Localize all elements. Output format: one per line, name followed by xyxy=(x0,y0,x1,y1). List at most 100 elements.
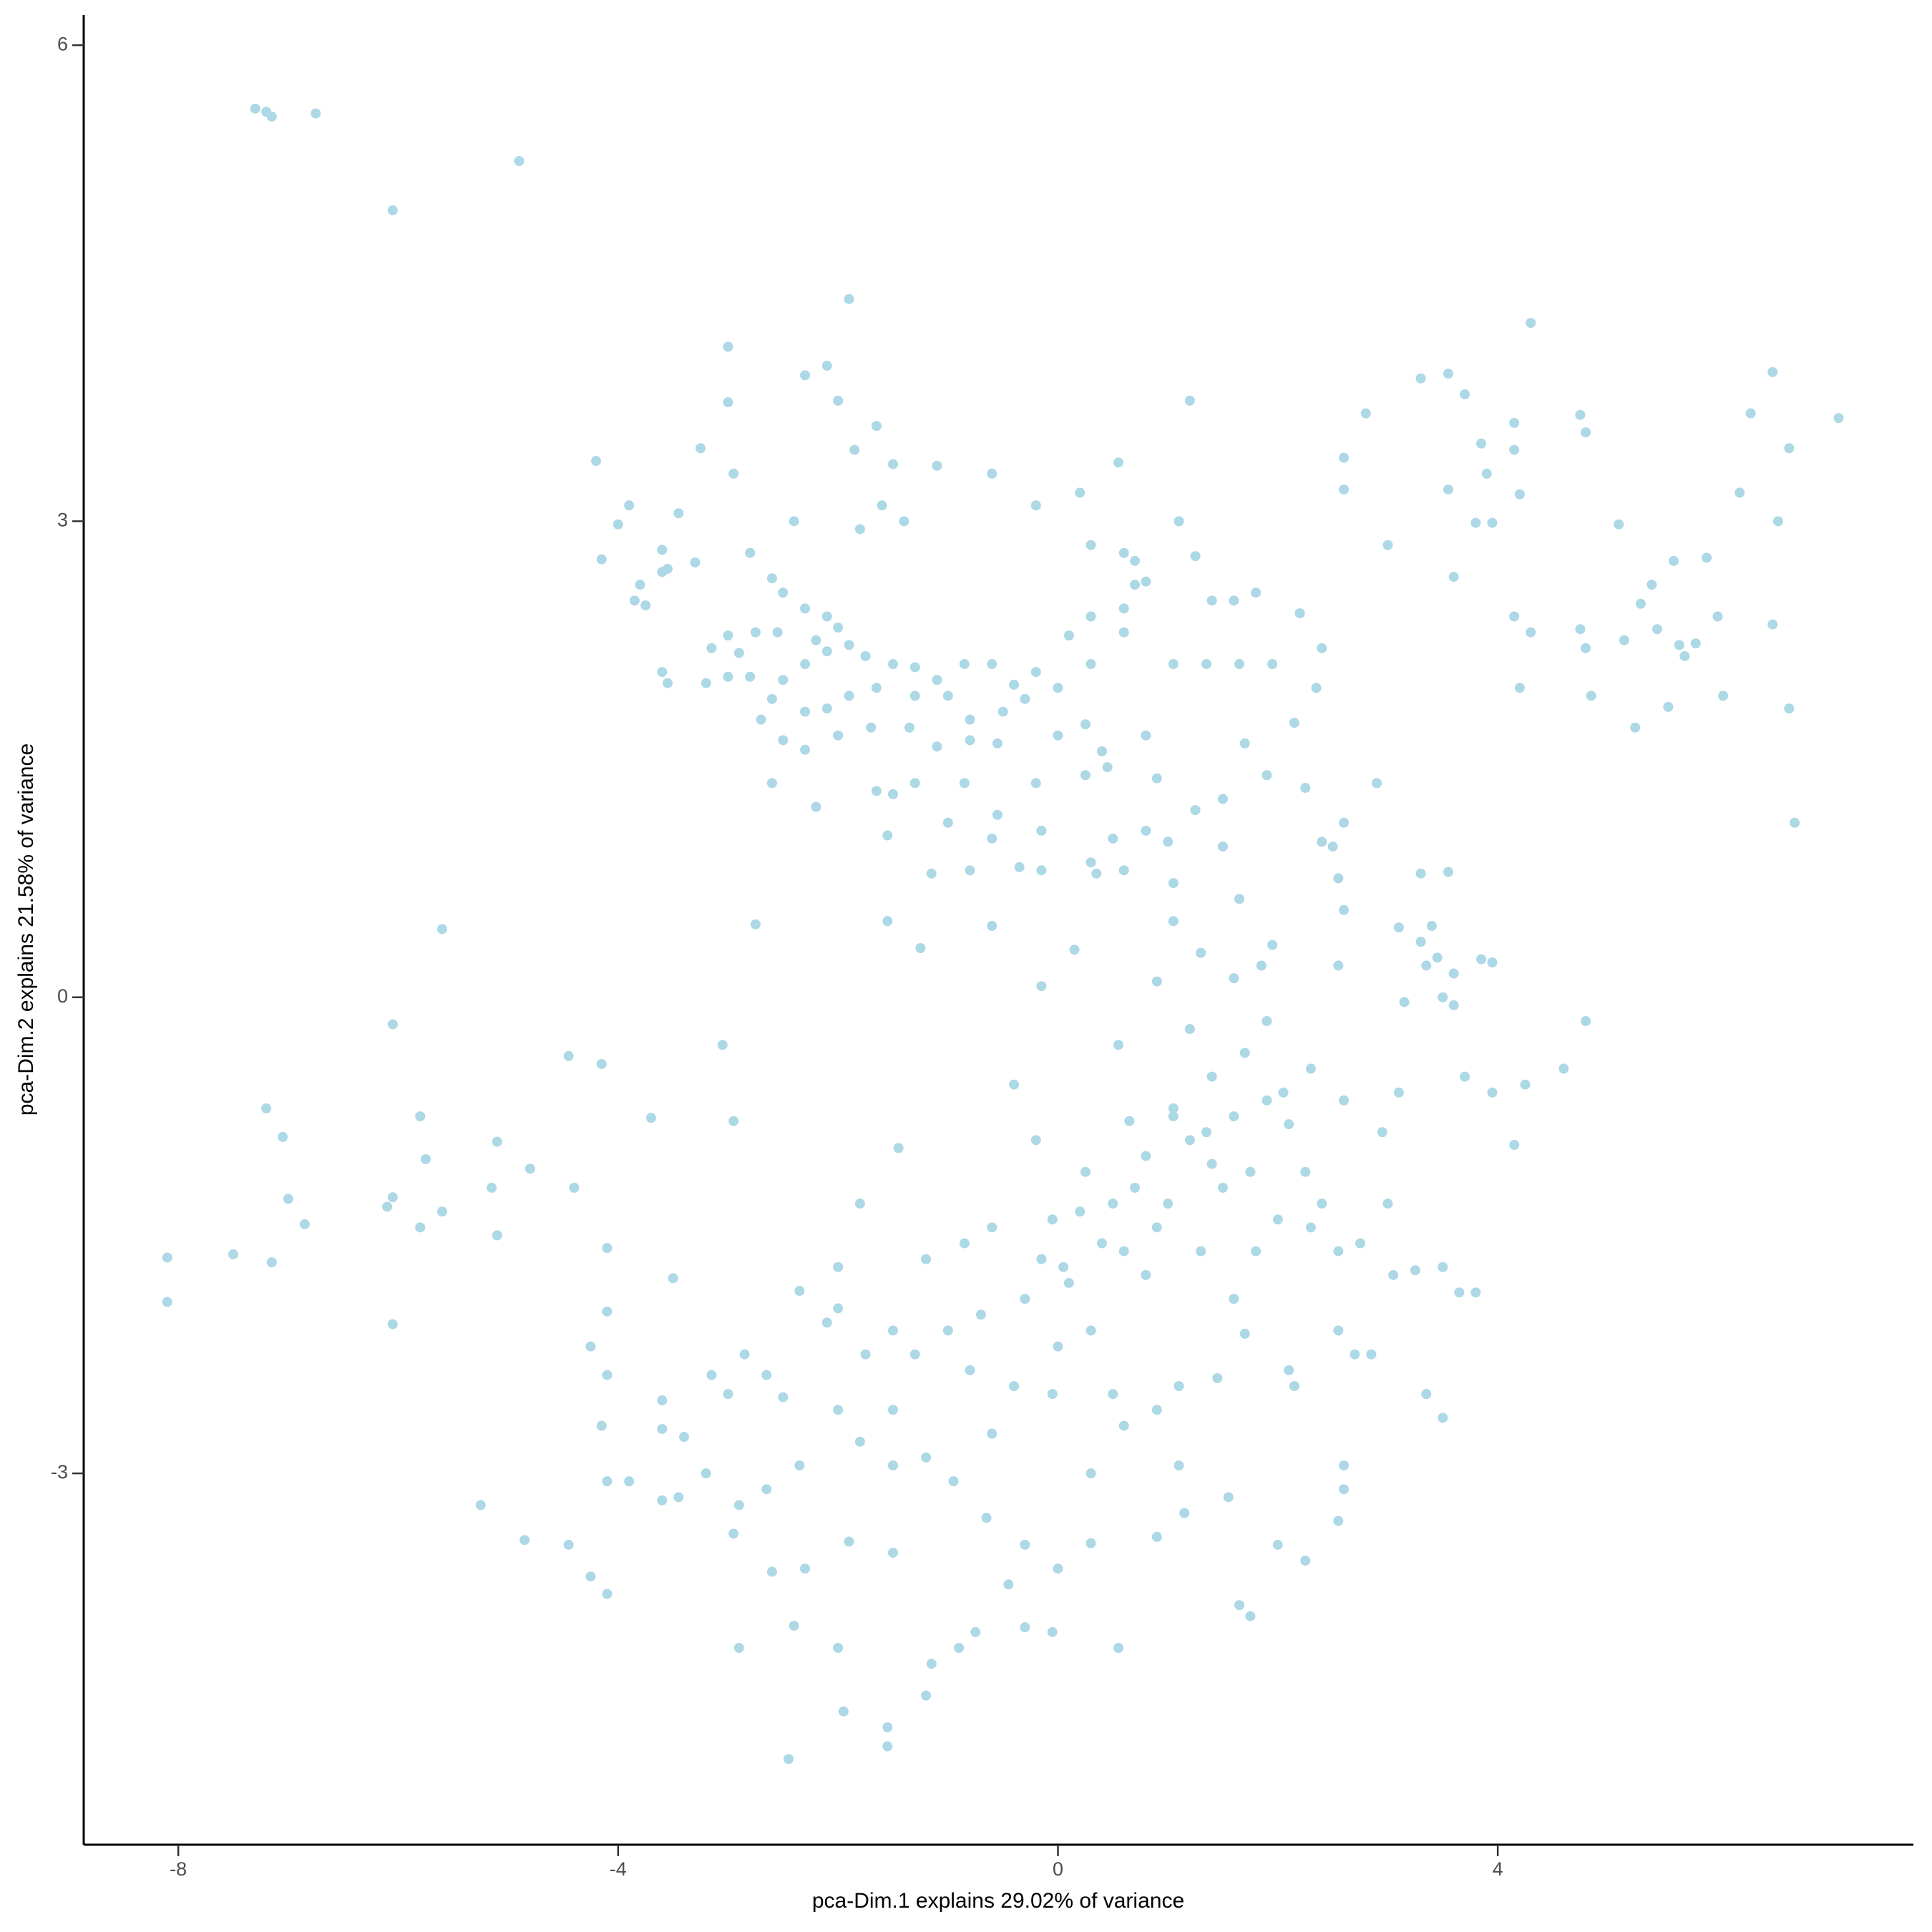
point xyxy=(382,1201,393,1212)
point xyxy=(1009,1381,1020,1392)
point xyxy=(1289,718,1299,728)
point xyxy=(1460,1071,1470,1082)
point xyxy=(1245,1166,1256,1177)
point xyxy=(844,640,854,650)
point xyxy=(1184,395,1195,406)
point xyxy=(1327,841,1338,852)
point xyxy=(970,1626,981,1637)
point xyxy=(871,421,882,431)
point xyxy=(789,1620,799,1631)
point xyxy=(723,630,733,641)
point xyxy=(783,1754,794,1765)
point xyxy=(965,1365,975,1375)
point xyxy=(1784,703,1795,714)
point xyxy=(1141,730,1151,741)
point xyxy=(1514,683,1525,693)
point xyxy=(1460,389,1470,400)
point xyxy=(1333,1325,1344,1336)
point xyxy=(882,916,893,927)
point xyxy=(1339,1484,1350,1495)
point xyxy=(1080,770,1091,781)
point xyxy=(794,1286,805,1297)
point xyxy=(1448,1000,1459,1010)
point xyxy=(1487,957,1498,967)
point xyxy=(959,1238,970,1249)
point xyxy=(800,1563,811,1574)
point xyxy=(585,1341,596,1352)
point xyxy=(624,500,635,511)
point xyxy=(657,1423,668,1434)
point xyxy=(1174,1381,1184,1392)
point xyxy=(1767,366,1778,377)
point xyxy=(975,1309,986,1320)
point xyxy=(299,1219,310,1229)
point xyxy=(690,557,701,568)
point xyxy=(821,646,832,657)
point xyxy=(283,1194,293,1204)
point xyxy=(766,1566,777,1577)
point xyxy=(250,103,260,114)
point xyxy=(673,508,684,519)
point xyxy=(728,468,739,479)
point xyxy=(871,786,882,796)
point xyxy=(487,1182,497,1193)
point xyxy=(525,1163,535,1174)
point xyxy=(1030,778,1041,789)
point xyxy=(745,547,756,558)
point xyxy=(882,830,893,841)
point xyxy=(1184,1024,1195,1035)
point xyxy=(717,1040,728,1050)
y-tick-label: 6 xyxy=(57,33,68,54)
point xyxy=(1151,1222,1162,1233)
point xyxy=(1196,947,1206,958)
point xyxy=(261,1103,272,1113)
point xyxy=(1036,825,1047,836)
point xyxy=(1020,1294,1030,1304)
point xyxy=(723,397,733,408)
point xyxy=(800,659,811,670)
point xyxy=(1767,619,1778,630)
point xyxy=(657,545,668,555)
point xyxy=(833,730,844,741)
point xyxy=(778,675,789,686)
point xyxy=(1514,489,1525,499)
point xyxy=(1509,1139,1520,1150)
point xyxy=(1438,1262,1448,1272)
point xyxy=(909,1349,920,1360)
point xyxy=(1201,659,1211,670)
point xyxy=(1575,409,1586,420)
point xyxy=(871,683,882,693)
point xyxy=(387,205,398,215)
point xyxy=(1426,920,1437,931)
point xyxy=(1141,1151,1151,1161)
point xyxy=(1113,457,1123,468)
point xyxy=(492,1230,502,1241)
point xyxy=(1151,976,1162,987)
point xyxy=(585,1571,596,1582)
point xyxy=(987,1428,997,1439)
point xyxy=(1229,973,1239,984)
point xyxy=(1415,937,1426,947)
point xyxy=(569,1182,580,1193)
point xyxy=(1289,1381,1299,1392)
point xyxy=(1053,683,1063,693)
point xyxy=(921,1452,932,1463)
point xyxy=(1206,1158,1217,1169)
point xyxy=(1333,1516,1344,1526)
point xyxy=(1470,1287,1481,1298)
point xyxy=(728,1528,739,1539)
point xyxy=(1234,659,1245,670)
point xyxy=(942,691,953,701)
point xyxy=(1438,1413,1448,1423)
point xyxy=(519,1535,530,1546)
point xyxy=(1614,519,1624,530)
point xyxy=(701,1468,711,1479)
point xyxy=(1712,611,1723,622)
x-tick-label: 0 xyxy=(1053,1858,1063,1880)
point xyxy=(723,1389,733,1400)
point xyxy=(1080,1166,1091,1177)
point xyxy=(1080,719,1091,730)
point xyxy=(1509,444,1520,455)
point xyxy=(739,1349,750,1360)
point xyxy=(1168,659,1179,670)
